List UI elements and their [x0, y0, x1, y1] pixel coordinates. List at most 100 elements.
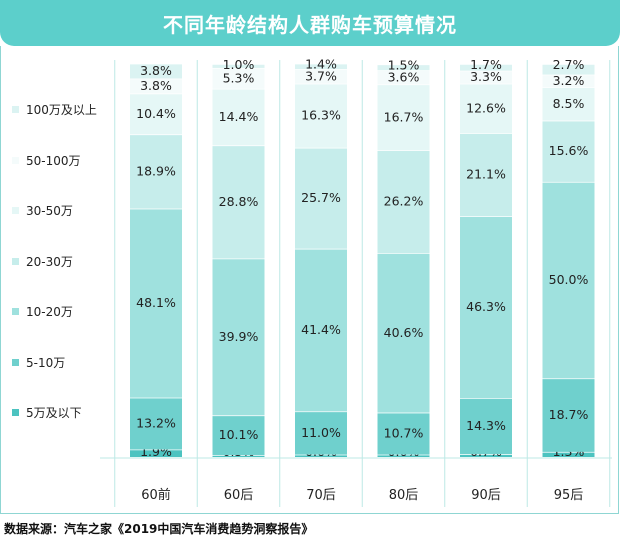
bar-segment — [542, 451, 595, 457]
data-label: 1.5% — [388, 57, 420, 72]
bar-segment — [212, 455, 265, 457]
data-label: 15.6% — [549, 143, 589, 158]
legend-item: 50-100万 — [12, 152, 81, 169]
bar-segment — [460, 70, 512, 84]
bar-segment — [295, 83, 347, 148]
legend-swatch — [12, 257, 19, 265]
bar-segment — [377, 64, 430, 71]
bar-segment — [130, 78, 182, 94]
data-label: 14.3% — [466, 418, 506, 433]
bar-segment — [212, 258, 265, 416]
legend-label: 5万及以下 — [26, 406, 82, 420]
data-label: 12.6% — [466, 100, 506, 115]
legend-item: 5万及以下 — [12, 404, 82, 421]
bar-segment — [295, 147, 347, 249]
legend-item: 30-50万 — [12, 202, 73, 219]
data-label: 10.1% — [219, 427, 259, 442]
data-label: 3.3% — [470, 69, 502, 84]
data-label: 39.9% — [219, 329, 259, 344]
bar-segment — [130, 449, 182, 457]
x-tick-label: 95后 — [554, 488, 584, 503]
bar-segment — [542, 181, 595, 379]
data-label: 1.0% — [223, 57, 255, 72]
bar-segment — [295, 69, 347, 84]
bar-segment — [130, 134, 182, 209]
bar-segment — [295, 454, 347, 457]
bar-segment — [212, 145, 265, 259]
legend-label: 20-30万 — [26, 254, 73, 269]
x-tick-label: 60后 — [224, 488, 254, 503]
bar-segment — [377, 412, 430, 455]
data-label: 1.7% — [470, 57, 502, 72]
data-label: 48.1% — [136, 295, 176, 310]
data-label: 41.4% — [301, 322, 341, 337]
legend-label: 5-10万 — [26, 355, 66, 370]
legend-swatch — [12, 207, 19, 214]
legend-label: 10-20万 — [26, 305, 73, 319]
bar-segment — [377, 150, 430, 254]
bar-segment — [460, 216, 512, 399]
bar-segment — [212, 88, 265, 146]
legend-item: 5-10万 — [12, 354, 65, 371]
legend-item: 10-20万 — [12, 303, 73, 320]
bar-segment — [130, 208, 182, 398]
legend-swatch — [12, 358, 19, 366]
bar-segment — [377, 84, 430, 151]
x-tick-label: 80后 — [389, 488, 419, 503]
legend-item: 20-30万 — [12, 253, 73, 270]
data-label: 3.7% — [305, 68, 337, 83]
bar-segment — [130, 397, 182, 450]
data-label: 13.2% — [136, 416, 176, 431]
legend-swatch — [12, 156, 19, 164]
data-label: 40.6% — [384, 325, 424, 340]
chart-title-bar: 不同年龄结构人群购车预算情况 — [0, 0, 620, 46]
bar-segment — [295, 411, 347, 455]
bar-segment — [377, 253, 430, 413]
data-label: 1.4% — [305, 57, 337, 72]
data-label: 5.3% — [223, 70, 255, 85]
legend-swatch — [12, 409, 19, 416]
chart-title: 不同年龄结构人群购车预算情况 — [163, 12, 457, 37]
legend-label: 30-50万 — [26, 204, 73, 218]
source-note: 数据来源：汽车之家《2019中国汽车消费趋势洞察报告》 — [4, 522, 314, 536]
chart-frame — [0, 46, 619, 514]
data-label: 26.2% — [384, 194, 424, 209]
bar-segment — [295, 63, 347, 70]
data-label: 16.3% — [301, 108, 341, 123]
data-label: 18.9% — [136, 163, 176, 178]
data-label: 2.7% — [553, 57, 585, 72]
bar-segment — [377, 70, 430, 85]
data-label: 3.8% — [140, 78, 172, 93]
bar-segment — [542, 120, 595, 182]
x-tick-label: 70后 — [306, 488, 336, 503]
data-label: 28.8% — [219, 194, 259, 209]
bar-segment — [542, 74, 595, 88]
bar-segment — [460, 133, 512, 217]
bar-segment — [212, 64, 265, 68]
data-label: 10.7% — [384, 426, 424, 441]
bar-segment — [460, 64, 512, 71]
data-label: 11.0% — [301, 425, 341, 440]
bar-segment — [130, 93, 182, 135]
bar-segment — [460, 83, 512, 134]
data-label: 10.4% — [136, 106, 176, 121]
data-label: 3.6% — [388, 69, 420, 84]
bar-segment — [212, 415, 265, 456]
bar-segment — [460, 398, 512, 455]
data-label: 3.8% — [140, 63, 172, 78]
x-tick-label: 90后 — [471, 488, 501, 503]
bar-segment — [542, 378, 595, 452]
data-label: 50.0% — [549, 272, 589, 287]
bar-segment — [377, 454, 430, 457]
data-label: 18.7% — [549, 407, 589, 422]
bar-segment — [130, 63, 182, 79]
legend-swatch — [12, 308, 19, 315]
legend-swatch — [12, 106, 19, 113]
bar-segment — [212, 67, 265, 89]
bar-segment — [542, 64, 595, 75]
legend-label: 100万及以上 — [26, 103, 97, 117]
data-label: 3.2% — [553, 73, 585, 88]
data-label: 14.4% — [219, 109, 259, 124]
bar-segment — [295, 248, 347, 412]
